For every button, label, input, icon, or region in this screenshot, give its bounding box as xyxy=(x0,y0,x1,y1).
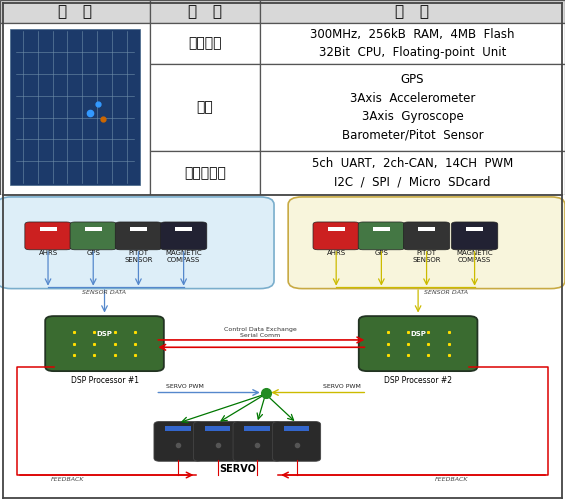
FancyBboxPatch shape xyxy=(403,222,450,250)
FancyBboxPatch shape xyxy=(25,222,71,250)
FancyBboxPatch shape xyxy=(358,222,405,250)
Text: SERVO PWM: SERVO PWM xyxy=(166,384,204,389)
FancyBboxPatch shape xyxy=(85,227,102,230)
Text: 사   양: 사 양 xyxy=(396,4,429,19)
FancyBboxPatch shape xyxy=(115,222,162,250)
FancyBboxPatch shape xyxy=(466,227,483,230)
FancyBboxPatch shape xyxy=(175,227,192,230)
FancyBboxPatch shape xyxy=(260,0,565,23)
FancyBboxPatch shape xyxy=(150,23,260,64)
FancyBboxPatch shape xyxy=(150,151,260,195)
Text: SENSOR DATA: SENSOR DATA xyxy=(82,290,126,295)
FancyBboxPatch shape xyxy=(373,227,390,230)
Text: 항   목: 항 목 xyxy=(188,4,222,19)
FancyBboxPatch shape xyxy=(273,421,321,461)
FancyBboxPatch shape xyxy=(260,23,565,64)
Text: 프로세서: 프로세서 xyxy=(188,37,221,51)
FancyBboxPatch shape xyxy=(244,426,270,431)
FancyBboxPatch shape xyxy=(418,227,435,230)
FancyBboxPatch shape xyxy=(284,426,310,431)
Text: DSP: DSP xyxy=(97,331,112,337)
FancyBboxPatch shape xyxy=(0,23,150,195)
Text: MAGNETIC
COMPASS: MAGNETIC COMPASS xyxy=(166,250,202,263)
Text: PITOT
SENSOR: PITOT SENSOR xyxy=(412,250,441,263)
FancyBboxPatch shape xyxy=(205,426,231,431)
Text: AHRS: AHRS xyxy=(38,250,58,256)
Text: SERVO PWM: SERVO PWM xyxy=(323,384,361,389)
FancyBboxPatch shape xyxy=(260,151,565,195)
Text: PITOT
SENSOR: PITOT SENSOR xyxy=(124,250,153,263)
FancyBboxPatch shape xyxy=(0,0,150,23)
Text: DSP Processor #1: DSP Processor #1 xyxy=(71,376,138,385)
Text: MAGNETIC
COMPASS: MAGNETIC COMPASS xyxy=(457,250,493,263)
Text: GPS
3Axis  Accelerometer
3Axis  Gyroscope
Barometer/Pitot  Sensor: GPS 3Axis Accelerometer 3Axis Gyroscope … xyxy=(342,73,483,142)
FancyBboxPatch shape xyxy=(40,227,56,230)
FancyBboxPatch shape xyxy=(0,195,565,501)
FancyBboxPatch shape xyxy=(154,421,202,461)
FancyBboxPatch shape xyxy=(150,0,260,23)
FancyBboxPatch shape xyxy=(451,222,498,250)
FancyBboxPatch shape xyxy=(288,197,565,289)
FancyBboxPatch shape xyxy=(70,222,116,250)
Text: FEEDBACK: FEEDBACK xyxy=(51,476,85,481)
Text: FEEDBACK: FEEDBACK xyxy=(435,476,469,481)
FancyBboxPatch shape xyxy=(150,64,260,151)
Text: 형   상: 형 상 xyxy=(58,4,92,19)
Text: DSP Processor #2: DSP Processor #2 xyxy=(384,376,452,385)
Text: AHRS: AHRS xyxy=(327,250,346,256)
FancyBboxPatch shape xyxy=(260,64,565,151)
FancyBboxPatch shape xyxy=(0,197,274,289)
FancyBboxPatch shape xyxy=(328,227,345,230)
Text: 300MHz,  256kB  RAM,  4MB  Flash
32Bit  CPU,  Floating-point  Unit: 300MHz, 256kB RAM, 4MB Flash 32Bit CPU, … xyxy=(310,28,515,59)
Text: DSP: DSP xyxy=(410,331,426,337)
FancyBboxPatch shape xyxy=(313,222,359,250)
FancyBboxPatch shape xyxy=(10,29,140,185)
Text: GPS: GPS xyxy=(375,250,388,256)
Text: SERVO: SERVO xyxy=(219,464,256,474)
FancyBboxPatch shape xyxy=(165,426,190,431)
Text: GPS: GPS xyxy=(86,250,100,256)
Text: SENSOR DATA: SENSOR DATA xyxy=(424,290,468,295)
FancyBboxPatch shape xyxy=(233,421,281,461)
Text: Control Data Exchange
Serial Comm: Control Data Exchange Serial Comm xyxy=(224,327,296,338)
Text: 센서: 센서 xyxy=(197,101,213,115)
FancyBboxPatch shape xyxy=(45,316,164,371)
Text: 인터페이스: 인터페이스 xyxy=(184,166,226,180)
FancyBboxPatch shape xyxy=(160,222,207,250)
FancyBboxPatch shape xyxy=(130,227,147,230)
FancyBboxPatch shape xyxy=(193,421,242,461)
Text: 5ch  UART,  2ch-CAN,  14CH  PWM
I2C  /  SPI  /  Micro  SDcard: 5ch UART, 2ch-CAN, 14CH PWM I2C / SPI / … xyxy=(312,157,513,189)
FancyBboxPatch shape xyxy=(359,316,477,371)
